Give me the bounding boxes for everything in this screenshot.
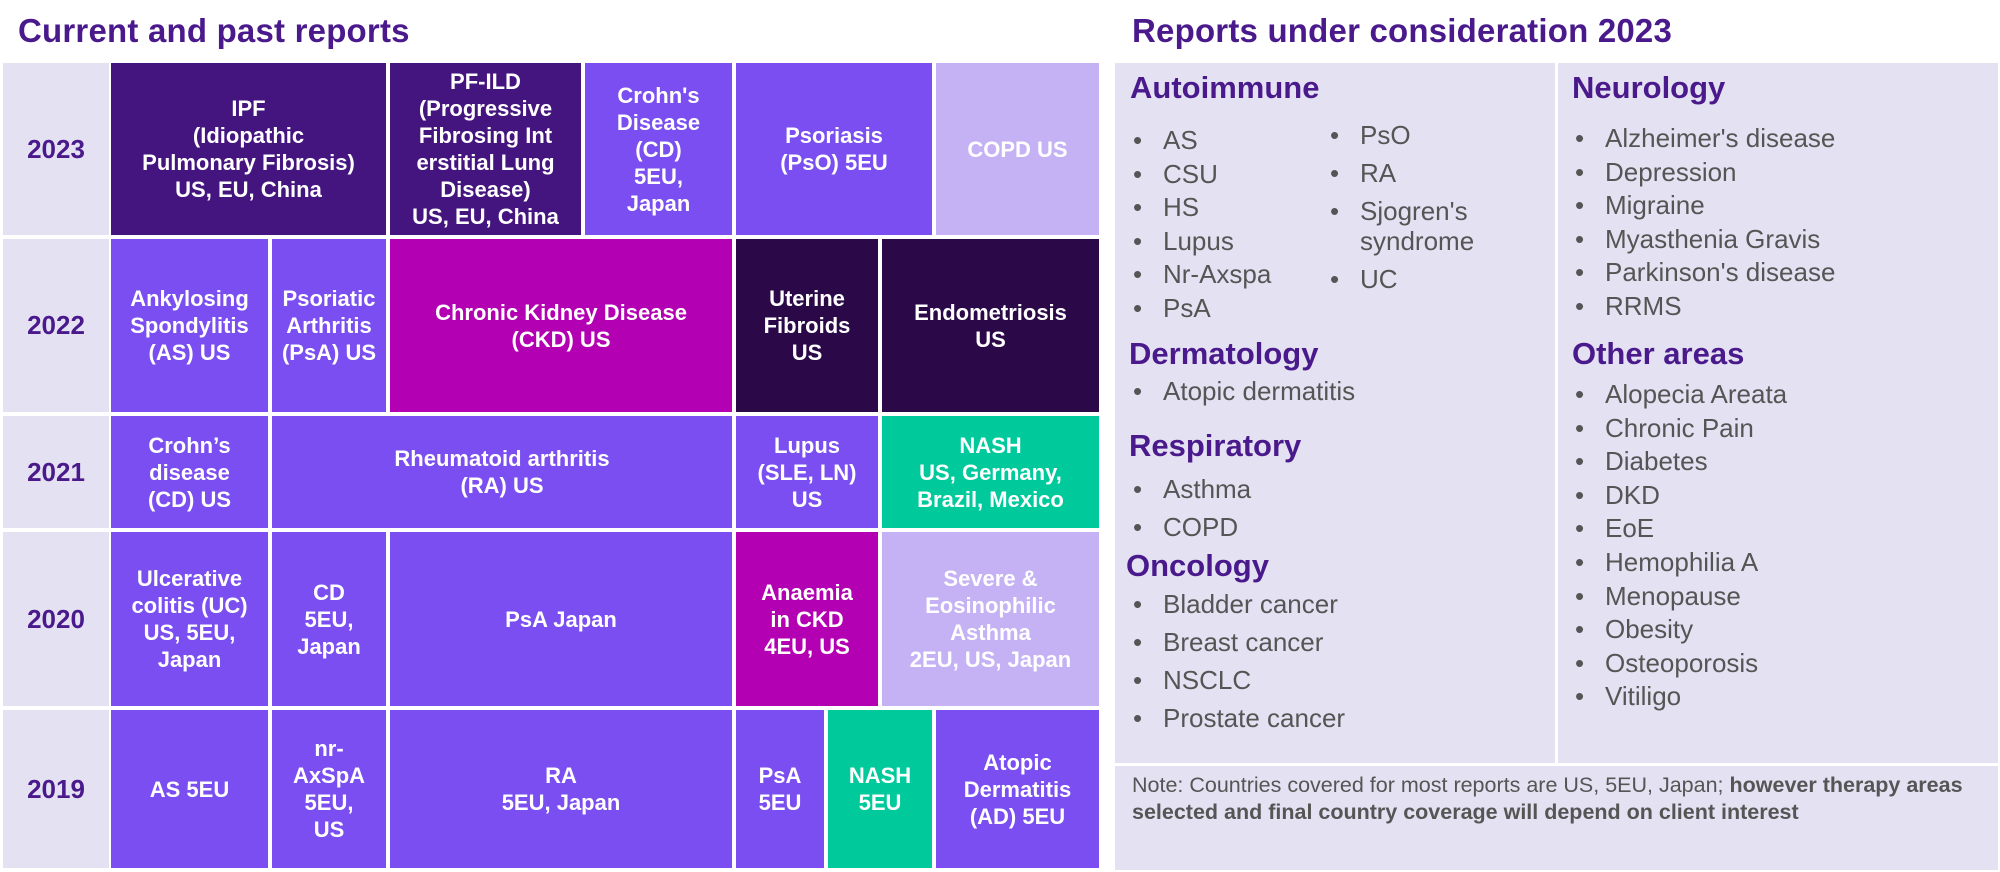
- oncology-list: Bladder cancer Breast cancer NSCLC Prost…: [1130, 585, 1345, 737]
- list-item: Bladder cancer: [1130, 585, 1345, 623]
- category-title-other-areas: Other areas: [1572, 336, 1745, 371]
- report-cell: PF-ILD (Progressive Fibrosing Int erstit…: [390, 63, 581, 235]
- list-item: Vitiligo: [1572, 680, 1787, 714]
- list-item: RA: [1327, 158, 1527, 188]
- left-section-title: Current and past reports: [18, 12, 410, 49]
- report-cell: RA 5EU, Japan: [390, 710, 732, 868]
- note-text: Note: Countries covered for most reports…: [1132, 773, 1730, 797]
- report-cell: Anaemia in CKD 4EU, US: [736, 532, 878, 706]
- category-title-respiratory: Respiratory: [1129, 428, 1302, 463]
- right-section-title: Reports under consideration 2023: [1132, 12, 1673, 49]
- list-item: HS: [1130, 191, 1271, 225]
- report-cell: PsA Japan: [390, 532, 732, 706]
- report-cell: PsA 5EU: [736, 710, 824, 868]
- report-cell: CD 5EU, Japan: [272, 532, 386, 706]
- report-cell: Atopic Dermatitis (AD) 5EU: [936, 710, 1099, 868]
- coverage-note: Note: Countries covered for most reports…: [1132, 772, 1984, 826]
- category-title-dermatology: Dermatology: [1129, 336, 1319, 371]
- report-cell: nr- AxSpA 5EU, US: [272, 710, 386, 868]
- list-item: Nr-Axspa: [1130, 258, 1271, 292]
- neurology-list: Alzheimer's disease Depression Migraine …: [1572, 122, 1835, 324]
- list-item: EoE: [1572, 512, 1787, 546]
- report-cell: IPF (Idiopathic Pulmonary Fibrosis) US, …: [111, 63, 386, 235]
- respiratory-list: Asthma COPD: [1130, 470, 1251, 546]
- year-label: 2019: [3, 710, 109, 868]
- list-item: COPD: [1130, 508, 1251, 546]
- dermatology-list: Atopic dermatitis: [1130, 373, 1355, 409]
- report-cell: Crohn's Disease (CD) 5EU, Japan: [585, 63, 732, 235]
- list-item: Prostate cancer: [1130, 699, 1345, 737]
- list-item: CSU: [1130, 158, 1271, 192]
- list-item: Breast cancer: [1130, 623, 1345, 661]
- year-label: 2023: [3, 63, 109, 235]
- report-cell: COPD US: [936, 63, 1099, 235]
- year-label: 2022: [3, 239, 109, 412]
- list-item: Hemophilia A: [1572, 546, 1787, 580]
- report-cell: NASH US, Germany, Brazil, Mexico: [882, 416, 1099, 528]
- list-item: Alopecia Areata: [1572, 378, 1787, 412]
- list-item: Asthma: [1130, 470, 1251, 508]
- list-item: UC: [1327, 264, 1527, 294]
- report-cell: Rheumatoid arthritis (RA) US: [272, 416, 732, 528]
- category-title-oncology: Oncology: [1126, 548, 1269, 583]
- report-cell: Crohn’s disease (CD) US: [111, 416, 268, 528]
- report-cell: Ulcerative colitis (UC) US, 5EU, Japan: [111, 532, 268, 706]
- note-panel: [1115, 766, 1998, 870]
- list-item: Migraine: [1572, 189, 1835, 223]
- list-item: Parkinson's disease: [1572, 256, 1835, 290]
- list-item: AS: [1130, 124, 1271, 158]
- list-item: Myasthenia Gravis: [1572, 223, 1835, 257]
- list-item: Alzheimer's disease: [1572, 122, 1835, 156]
- report-cell: Uterine Fibroids US: [736, 239, 878, 412]
- list-item: DKD: [1572, 479, 1787, 513]
- other-areas-list: Alopecia Areata Chronic Pain Diabetes DK…: [1572, 378, 1787, 714]
- list-item: Lupus: [1130, 225, 1271, 259]
- list-item: Depression: [1572, 156, 1835, 190]
- category-title-neurology: Neurology: [1572, 70, 1726, 105]
- report-cell: Endometriosis US: [882, 239, 1099, 412]
- report-cell: Chronic Kidney Disease (CKD) US: [390, 239, 732, 412]
- report-cell: Ankylosing Spondylitis (AS) US: [111, 239, 268, 412]
- report-cell: AS 5EU: [111, 710, 268, 868]
- list-item: Menopause: [1572, 580, 1787, 614]
- autoimmune-list-col1: AS CSU HS Lupus Nr-Axspa PsA: [1130, 124, 1271, 326]
- list-item: PsO: [1327, 120, 1527, 150]
- list-item: Atopic dermatitis: [1130, 373, 1355, 409]
- year-label: 2021: [3, 416, 109, 528]
- list-item: Diabetes: [1572, 445, 1787, 479]
- list-item: PsA: [1130, 292, 1271, 326]
- autoimmune-list-col2: PsO RA Sjogren's syndrome UC: [1327, 120, 1527, 294]
- list-item: RRMS: [1572, 290, 1835, 324]
- category-title-autoimmune: Autoimmune: [1130, 70, 1320, 105]
- report-cell: Severe & Eosinophilic Asthma 2EU, US, Ja…: [882, 532, 1099, 706]
- report-cell: NASH 5EU: [828, 710, 932, 868]
- report-cell: Psoriatic Arthritis (PsA) US: [272, 239, 386, 412]
- note-emphasis: however therapy areas selected and final…: [1132, 773, 1963, 824]
- list-item: Sjogren's syndrome: [1327, 196, 1527, 256]
- year-label: 2020: [3, 532, 109, 706]
- report-cell: Lupus (SLE, LN) US: [736, 416, 878, 528]
- list-item: NSCLC: [1130, 661, 1345, 699]
- list-item: Chronic Pain: [1572, 412, 1787, 446]
- list-item: Obesity: [1572, 613, 1787, 647]
- report-cell: Psoriasis (PsO) 5EU: [736, 63, 932, 235]
- list-item: Osteoporosis: [1572, 647, 1787, 681]
